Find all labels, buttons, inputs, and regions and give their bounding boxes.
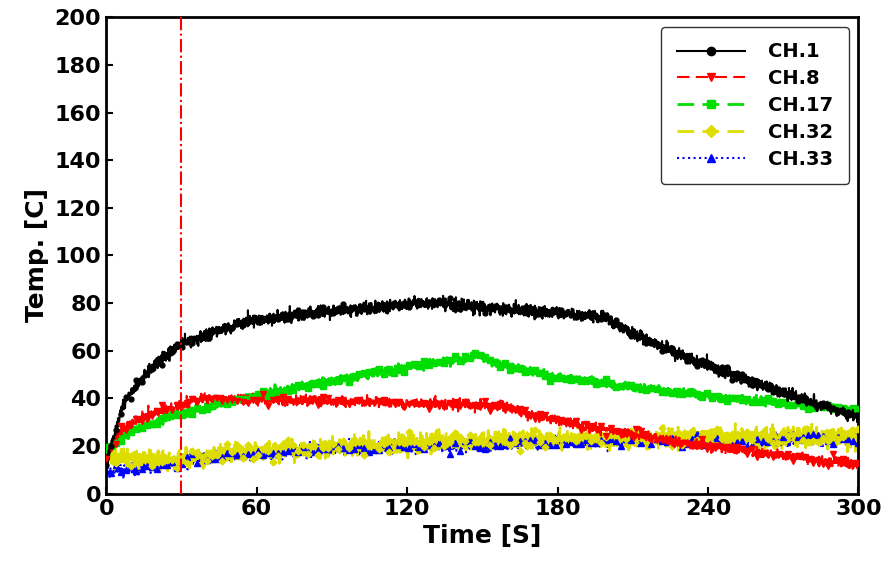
- Y-axis label: Temp. [C]: Temp. [C]: [25, 188, 49, 323]
- Legend: CH.1, CH.8, CH.17, CH.32, CH.33: CH.1, CH.8, CH.17, CH.32, CH.33: [661, 27, 849, 184]
- X-axis label: Time [S]: Time [S]: [423, 524, 542, 548]
